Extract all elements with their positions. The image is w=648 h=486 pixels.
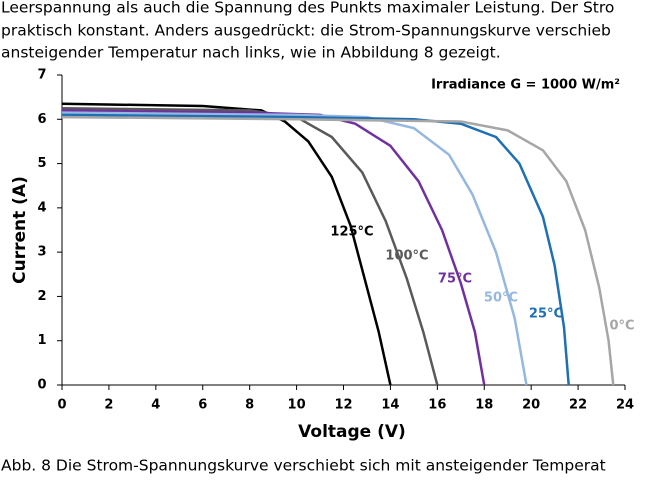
caption: Abb. 8 Die Strom-Spannungskurve verschie… — [1, 457, 606, 475]
x-tick-label: 14 — [381, 398, 399, 413]
x-tick-label: 2 — [104, 398, 113, 413]
y-tick-label: 6 — [37, 112, 46, 127]
x-tick-label: 4 — [151, 398, 160, 413]
x-tick-label: 10 — [288, 398, 306, 413]
x-tick-label: 12 — [334, 398, 352, 413]
curve-label: 125°C — [330, 225, 373, 240]
iv-curve — [61, 111, 528, 386]
text-line: ansteigender Temperatur nach links, wie … — [1, 44, 501, 62]
x-tick-label: 16 — [428, 398, 446, 413]
curve-label: 50°C — [484, 291, 518, 306]
x-tick-label: 8 — [245, 398, 254, 413]
x-tick-label: 20 — [522, 398, 540, 413]
text-line: praktisch konstant. Anders ausgedrückt: … — [1, 22, 611, 40]
iv-curve — [61, 102, 392, 386]
y-tick-label: 4 — [37, 200, 46, 215]
x-tick-label: 24 — [616, 398, 634, 413]
y-tick-label: 2 — [37, 289, 46, 304]
x-tick-label: 18 — [475, 398, 493, 413]
x-tick-label: 6 — [198, 398, 207, 413]
y-tick-label: 1 — [37, 333, 46, 348]
curve-label: 25°C — [529, 307, 563, 322]
y-tick-label: 5 — [37, 156, 46, 171]
y-tick-label: 3 — [37, 245, 46, 260]
annotation: Irradiance G = 1000 W/m² — [431, 78, 620, 93]
curve-label: 100°C — [385, 249, 428, 264]
curve-label: 0°C — [609, 319, 634, 334]
curve-label: 75°C — [438, 272, 472, 287]
y-tick-label: 7 — [37, 68, 46, 83]
iv-curve — [61, 115, 615, 386]
x-tick-label: 22 — [569, 398, 587, 413]
text-line: Leerspannung als auch die Spannung des P… — [1, 0, 614, 17]
x-axis-label: Voltage (V) — [298, 422, 406, 442]
x-tick-label: 0 — [57, 398, 66, 413]
iv-curve — [61, 113, 570, 386]
y-tick-label: 0 — [37, 378, 46, 393]
y-axis-label: Current (A) — [10, 176, 30, 284]
